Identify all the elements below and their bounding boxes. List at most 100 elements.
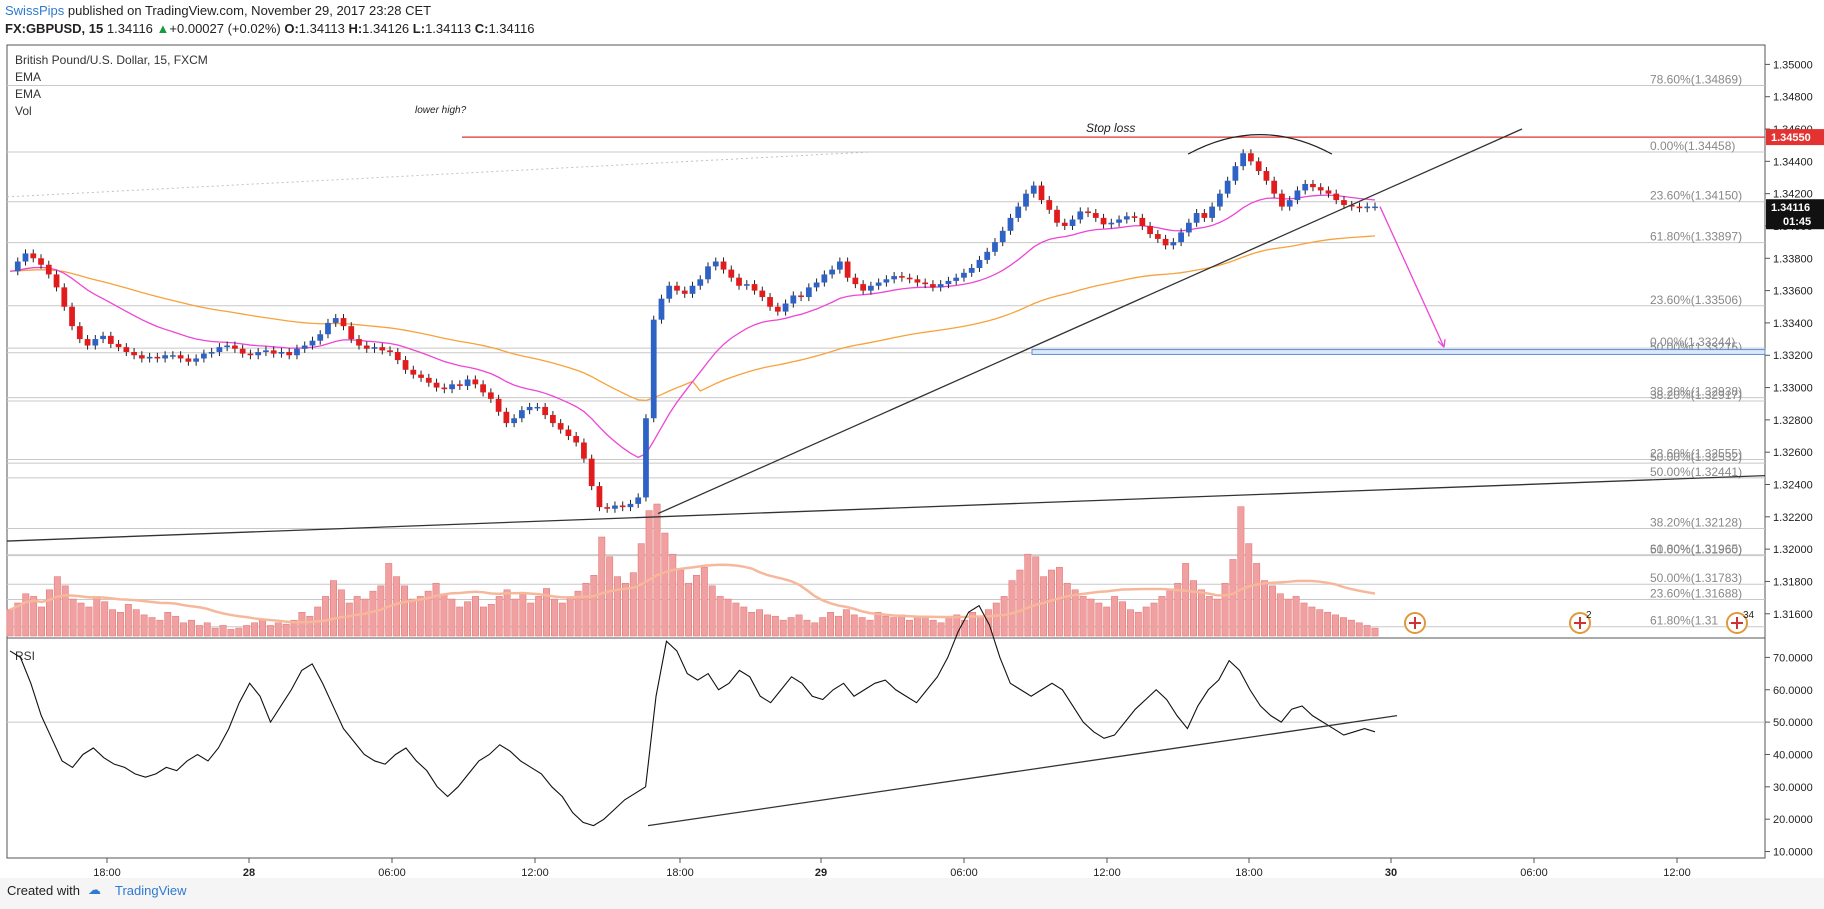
volume-bar bbox=[992, 602, 1000, 637]
candle-body bbox=[635, 497, 642, 504]
chart-canvas[interactable]: 1.350001.348001.346001.344001.342001.340… bbox=[0, 0, 1824, 878]
uk-flag-icon bbox=[1731, 617, 1743, 629]
candle-body bbox=[1302, 183, 1309, 191]
candle-body bbox=[891, 276, 898, 280]
candle-body bbox=[495, 398, 502, 412]
candle-body bbox=[883, 279, 890, 283]
volume-bar bbox=[1332, 614, 1339, 637]
target-zone-box bbox=[1031, 349, 1766, 355]
volume-bar bbox=[1284, 598, 1292, 637]
candle-body bbox=[92, 339, 99, 346]
volume-bar bbox=[1024, 553, 1032, 637]
volume-bar bbox=[211, 627, 219, 637]
candle-body bbox=[216, 347, 223, 353]
time-tick-label: 30 bbox=[1385, 867, 1397, 878]
candle-body bbox=[953, 277, 960, 281]
fib-level-label: 38.20%(1.32917) bbox=[1650, 388, 1742, 402]
fib-level-label: 23.60%(1.34150) bbox=[1650, 189, 1742, 203]
author-link[interactable]: SwissPips bbox=[5, 3, 65, 18]
candle-body bbox=[728, 269, 735, 278]
price-tick-label: 1.34400 bbox=[1773, 156, 1813, 168]
volume-bar bbox=[172, 615, 180, 637]
volume-bar bbox=[164, 611, 172, 637]
candle-body bbox=[666, 285, 673, 299]
volume-bar bbox=[1316, 609, 1324, 637]
candle-body bbox=[472, 379, 479, 385]
candle-body bbox=[588, 458, 595, 487]
volume-bar bbox=[685, 582, 692, 637]
volume-bar bbox=[85, 606, 93, 637]
candle-body bbox=[1147, 225, 1153, 235]
volume-bar bbox=[1142, 606, 1150, 637]
volume-bar bbox=[550, 598, 558, 637]
fib-level-label: 61.80%(1.31965) bbox=[1650, 542, 1742, 556]
volume-bar bbox=[1221, 582, 1229, 637]
rising-trendline bbox=[657, 128, 1523, 515]
stop-price-tag-label: 1.34550 bbox=[1771, 132, 1811, 144]
candle-body bbox=[1271, 180, 1278, 194]
candle-body bbox=[658, 298, 665, 320]
candle-body bbox=[1015, 206, 1022, 218]
volume-bar bbox=[195, 625, 203, 637]
rsi-tick-label: 20.0000 bbox=[1773, 814, 1813, 826]
candle-body bbox=[774, 306, 781, 312]
volume-bar bbox=[487, 604, 495, 637]
volume-bar bbox=[882, 615, 890, 637]
volume-bar bbox=[495, 596, 503, 637]
candle-body bbox=[542, 406, 549, 416]
price-tick-label: 1.33800 bbox=[1773, 253, 1813, 265]
volume-bar bbox=[53, 576, 61, 637]
volume-bar bbox=[1055, 567, 1063, 637]
tradingview-cloud-icon[interactable]: ☁ bbox=[88, 882, 101, 897]
candle-body bbox=[1232, 166, 1239, 181]
candle-body bbox=[1201, 213, 1208, 218]
candle-body bbox=[1356, 206, 1363, 209]
volume-bar bbox=[756, 609, 764, 637]
fib-level-label: 61.80%(1.31 bbox=[1650, 614, 1718, 628]
volume-bar bbox=[1229, 559, 1237, 637]
volume-bar bbox=[290, 619, 298, 637]
candle-body bbox=[356, 339, 362, 346]
volume-bar bbox=[1371, 627, 1379, 637]
candle-body bbox=[813, 282, 820, 288]
volume-bar bbox=[109, 609, 117, 637]
volume-bar bbox=[1347, 619, 1355, 637]
volume-bar bbox=[1253, 563, 1261, 637]
volume-bar bbox=[61, 585, 69, 637]
volume-bar bbox=[1276, 593, 1284, 637]
dotted-extension-line bbox=[6, 151, 871, 198]
fib-level-label: 0.00%(1.33244) bbox=[1650, 335, 1735, 349]
tradingview-link[interactable]: TradingView bbox=[115, 883, 187, 898]
volume-bar bbox=[913, 615, 921, 637]
last-price: 1.34116 bbox=[106, 21, 153, 36]
volume-bar bbox=[645, 510, 653, 637]
publish-text: published on TradingView.com, November 2… bbox=[64, 3, 432, 18]
volume-bar bbox=[898, 614, 906, 637]
price-tick-label: 1.31800 bbox=[1773, 576, 1813, 588]
volume-bar bbox=[1174, 582, 1182, 637]
header-bar: SwissPips published on TradingView.com, … bbox=[0, 0, 1824, 44]
candle-body bbox=[798, 295, 804, 298]
volume-bar bbox=[22, 593, 30, 637]
candle-body bbox=[1116, 219, 1122, 223]
volume-bar bbox=[219, 625, 227, 637]
volume-bar bbox=[69, 598, 77, 637]
candle-body bbox=[650, 319, 657, 419]
candle-body bbox=[131, 352, 137, 356]
candle-body bbox=[45, 264, 52, 275]
candle-body bbox=[107, 335, 114, 344]
candle-body bbox=[1038, 185, 1045, 201]
candle-body bbox=[185, 358, 192, 362]
volume-bar bbox=[503, 589, 511, 637]
time-tick-label: 06:00 bbox=[950, 867, 978, 878]
candle-body bbox=[1310, 183, 1316, 188]
volume-bar bbox=[921, 617, 929, 637]
candle-body bbox=[930, 284, 936, 288]
candle-body bbox=[1372, 206, 1378, 209]
volume-bar bbox=[787, 617, 795, 637]
candle-body bbox=[418, 374, 424, 378]
volume-bar bbox=[77, 602, 85, 637]
candle-body bbox=[1178, 232, 1184, 243]
volume-bar bbox=[629, 572, 637, 637]
candle-body bbox=[992, 242, 998, 252]
